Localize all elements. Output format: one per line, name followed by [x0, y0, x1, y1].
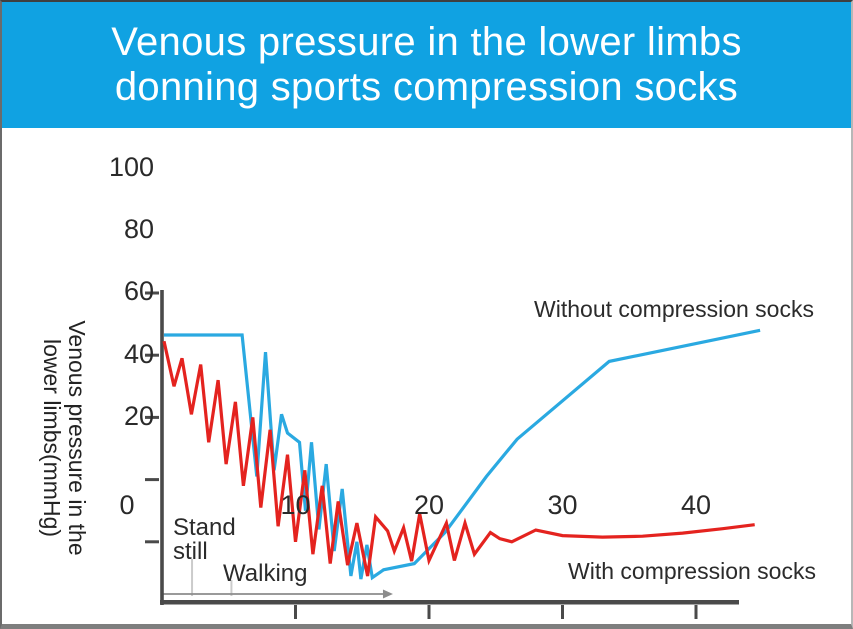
- series-line-without-socks: [164, 328, 761, 581]
- series-label-without-socks: Without compression socks: [534, 296, 814, 322]
- title-banner: Venous pressure in the lower limbs donni…: [2, 2, 851, 128]
- walking-arrow-head: [382, 589, 393, 599]
- walking-annotation: Walking: [223, 560, 308, 587]
- stand-still-line2: still: [173, 538, 208, 565]
- y-tick-label: 80: [123, 214, 154, 245]
- x-tick-label: 0: [119, 490, 135, 520]
- x-tick-label: 10: [280, 490, 311, 520]
- page-title-line1: Venous pressure in the lower limbs: [111, 20, 742, 64]
- series-label-with-socks: With compression socks: [568, 558, 816, 584]
- stand-still-line1: Stand: [173, 514, 236, 541]
- series-line-with-socks: [162, 340, 755, 577]
- y-axis-title-line2: lower limbs(mmHg): [39, 338, 65, 538]
- y-tick-label: 20: [123, 400, 154, 431]
- y-tick-label: 100: [108, 152, 154, 182]
- chart-canvas: [145, 290, 761, 619]
- x-tick-label: 20: [413, 490, 445, 520]
- chart-area: Venous pressure in the lower limbs(mmHg)…: [2, 128, 851, 624]
- y-axis-title: Venous pressure in the lower limbs(mmHg): [39, 320, 90, 556]
- y-tick-label: 60: [123, 276, 154, 307]
- stand-still-annotation: Stand still: [173, 516, 236, 564]
- x-tick-label: 40: [680, 490, 712, 520]
- y-axis-title-line1: Venous pressure in the: [64, 320, 90, 556]
- page-title-line2: donning sports compression socks: [114, 65, 739, 109]
- x-tick-label: 30: [547, 490, 578, 520]
- y-tick-label: 40: [123, 338, 154, 369]
